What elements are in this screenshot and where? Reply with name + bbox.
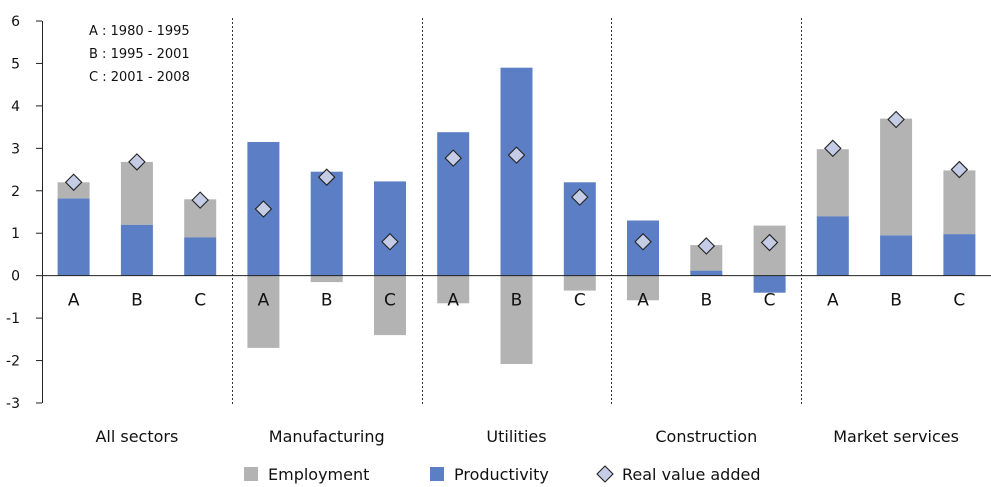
bar-label: B: [700, 291, 712, 311]
bar-label: A: [637, 291, 649, 311]
real-value-added-marker: [64, 173, 83, 192]
legend: Employment Productivity Real value added: [244, 465, 760, 484]
sector-label-market-services: Market services: [833, 427, 959, 446]
employment-bar: [563, 275, 596, 291]
productivity-bar: [374, 181, 406, 276]
y-tick-label: 5: [11, 56, 20, 72]
productivity-bar: [816, 216, 849, 276]
legend-label-employment: Employment: [268, 465, 369, 484]
legend-swatch-productivity: [430, 467, 444, 481]
productivity-bar: [310, 171, 343, 276]
legend-swatch-real-value-added: [596, 465, 614, 483]
sector-label-construction: Construction: [655, 427, 757, 446]
legend-swatch-employment: [244, 467, 258, 481]
employment-bar: [437, 275, 470, 304]
bar-label: C: [194, 291, 206, 311]
bar-label: A: [827, 291, 839, 311]
y-tick-label: -1: [6, 311, 20, 327]
bar-label: B: [890, 291, 902, 311]
real-value-added-marker: [697, 237, 716, 255]
bar-label: A: [258, 291, 270, 311]
productivity-bar: [690, 270, 723, 276]
employment-bar: [627, 275, 659, 301]
legend-label-real-value-added: Real value added: [622, 465, 760, 484]
bar-label: B: [131, 291, 143, 311]
y-tick-label: -3: [6, 396, 20, 412]
real-value-added-marker: [824, 139, 842, 158]
employment-bar: [374, 275, 406, 336]
employment-bar: [310, 275, 343, 283]
bar-label: C: [764, 291, 776, 311]
y-axis: -3 -2 -1 0 1 2 3 4 5 6: [6, 14, 991, 412]
real-value-added-marker: [381, 232, 399, 251]
bar-label: A: [68, 291, 80, 311]
real-value-added-marker: [444, 149, 463, 167]
real-value-added-marker: [317, 168, 336, 186]
real-value-added-marker: [507, 146, 526, 164]
period-key: A : 1980 - 1995 B : 1995 - 2001 C : 2001 -…: [89, 24, 190, 85]
real-value-added-marker: [254, 200, 273, 218]
sector-label-all-sectors: All sectors: [95, 427, 178, 446]
category-labels: A B C All sectors A B C Manufacturing A B C Utiliti…: [68, 291, 965, 446]
period-key-entry: B : 1995 - 2001: [89, 47, 190, 62]
productivity-bar: [120, 224, 153, 276]
employment-bar: [943, 170, 976, 235]
bar-label: B: [321, 291, 333, 311]
employment-bar: [500, 275, 533, 364]
productivity-bar: [753, 275, 786, 293]
y-tick-label: 2: [11, 184, 20, 200]
period-key-entry: A : 1980 - 1995: [89, 24, 190, 39]
real-value-added-marker: [760, 233, 779, 252]
productivity-bar: [880, 235, 913, 276]
sector-label-manufacturing: Manufacturing: [269, 427, 385, 446]
y-tick-label: -2: [6, 354, 20, 370]
employment-bar: [247, 275, 280, 348]
sector-label-utilities: Utilities: [486, 427, 546, 446]
legend-label-productivity: Productivity: [454, 465, 549, 484]
employment-bar: [880, 118, 913, 236]
bar-label: C: [574, 291, 586, 311]
bars: [57, 67, 976, 364]
y-tick-label: 1: [11, 226, 20, 242]
y-tick-label: 0: [11, 269, 20, 285]
bar-label: A: [447, 291, 459, 311]
bar-label: C: [953, 291, 965, 311]
y-tick-label: 6: [11, 14, 20, 30]
productivity-bar: [500, 67, 533, 276]
real-value-added-marker: [570, 188, 589, 206]
productivity-bar: [943, 234, 976, 276]
productivity-bar: [184, 237, 217, 276]
employment-bar: [816, 149, 849, 217]
y-tick-label: 4: [11, 99, 20, 115]
real-value-added-marker: [128, 153, 146, 171]
employment-bar: [120, 161, 153, 225]
real-value-added-marker: [634, 232, 652, 251]
bar-label: B: [511, 291, 523, 311]
sector-dividers: [232, 18, 802, 405]
y-tick-label: 3: [11, 141, 20, 157]
bar-label: C: [384, 291, 396, 311]
real-value-added-marker: [191, 191, 209, 209]
real-value-added-marker: [887, 110, 905, 129]
period-key-entry: C : 2001 - 2008: [89, 70, 190, 85]
real-value-added-marker: [950, 160, 969, 179]
real-value-added-markers: [64, 110, 969, 255]
productivity-bar: [57, 198, 90, 276]
